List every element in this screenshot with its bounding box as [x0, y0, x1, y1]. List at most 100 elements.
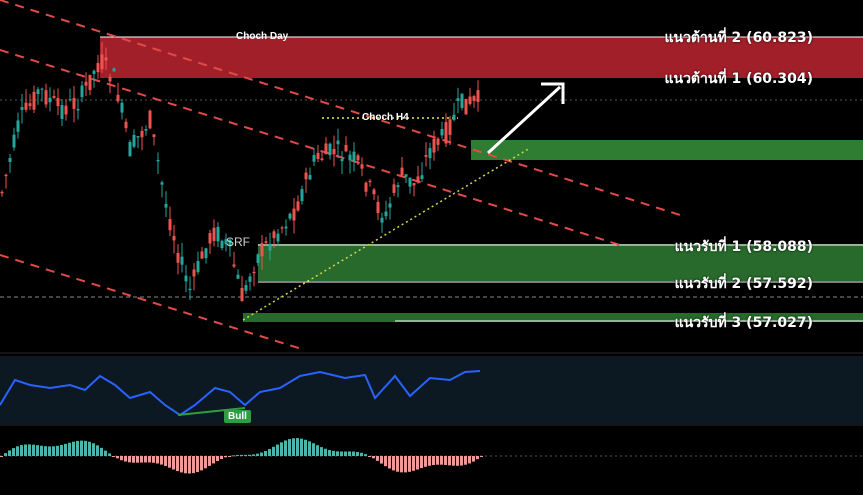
- histogram-bar: [36, 445, 39, 456]
- histogram-bar: [400, 456, 403, 473]
- histogram-bar: [380, 456, 383, 464]
- histogram-bar: [80, 440, 83, 456]
- histogram-bar: [64, 443, 67, 456]
- histogram-bar: [392, 456, 395, 471]
- candle-body: [168, 219, 172, 231]
- histogram-bar: [248, 454, 251, 456]
- histogram-bar: [272, 446, 275, 456]
- candle-body: [444, 122, 448, 144]
- histogram-bar: [260, 452, 263, 456]
- candle-body: [292, 208, 296, 221]
- candle-body: [388, 203, 392, 208]
- histogram-bar: [100, 447, 103, 456]
- histogram-bar: [420, 456, 423, 469]
- candle-body: [396, 185, 400, 188]
- candle-body: [212, 227, 216, 241]
- histogram-bar: [224, 456, 227, 458]
- candle-body: [176, 252, 180, 263]
- candles-group: [0, 41, 480, 302]
- candle-body: [108, 76, 112, 82]
- candle-body: [96, 63, 100, 73]
- candle-body: [224, 239, 228, 245]
- histogram-bar: [472, 456, 475, 462]
- rsi-line: [0, 370, 481, 417]
- histogram-group: [0, 438, 483, 474]
- histogram-bar: [92, 443, 95, 456]
- candle-body: [40, 88, 44, 90]
- histogram-bar: [360, 452, 363, 456]
- histogram-bar: [256, 453, 259, 456]
- candle-body: [216, 226, 220, 242]
- histogram-bar: [216, 456, 219, 462]
- histogram-bar: [304, 439, 307, 456]
- histogram-bar: [344, 451, 347, 456]
- candle-body: [288, 213, 292, 219]
- histogram-bar: [292, 438, 295, 456]
- histogram-bar: [436, 456, 439, 465]
- candle-body: [72, 97, 76, 109]
- candle-body: [472, 96, 476, 101]
- candle-body: [324, 143, 328, 155]
- histogram-bar: [320, 447, 323, 456]
- histogram-bar: [328, 450, 331, 456]
- candle-body: [76, 108, 80, 111]
- candle-body: [448, 119, 452, 135]
- candle-body: [156, 159, 160, 162]
- histogram-bar: [136, 456, 139, 463]
- histogram-bar: [212, 456, 215, 464]
- histogram-bar: [240, 454, 243, 456]
- histogram-bar: [476, 456, 479, 460]
- histogram-bar: [112, 456, 115, 457]
- candle-body: [240, 287, 244, 302]
- histogram-bar: [416, 456, 419, 470]
- histogram-bar: [404, 456, 407, 473]
- histogram-bar: [52, 446, 55, 456]
- histogram-bar: [480, 456, 483, 457]
- histogram-bar: [336, 451, 339, 456]
- candle-body: [136, 136, 140, 138]
- support-label-3: แนวรับที่ 3 (57.027): [674, 315, 813, 331]
- support-label-2: แนวรับที่ 2 (57.592): [674, 276, 813, 292]
- histogram-bar: [4, 453, 7, 456]
- histogram-bar: [408, 456, 411, 472]
- candle-body: [352, 151, 356, 162]
- candle-body: [368, 180, 372, 183]
- candle-body: [112, 68, 116, 72]
- candle-body: [260, 243, 264, 257]
- candle-body: [372, 189, 376, 195]
- histogram-bar: [60, 444, 63, 456]
- histogram-bar: [296, 438, 299, 456]
- histogram-bar: [68, 442, 71, 456]
- projection-arrow: [486, 85, 562, 155]
- candle-body: [440, 128, 444, 136]
- candle-body: [244, 285, 248, 291]
- histogram-bar: [468, 456, 471, 464]
- candle-body: [312, 154, 316, 162]
- candle-body: [380, 217, 384, 223]
- histogram-bar: [368, 456, 371, 457]
- candle-body: [328, 143, 332, 156]
- candle-body: [32, 91, 36, 110]
- histogram-bar: [424, 456, 427, 467]
- histogram-bar: [0, 456, 3, 457]
- histogram-bar: [376, 456, 379, 461]
- srf-label: SRF: [226, 235, 250, 249]
- candle-body: [356, 155, 360, 161]
- histogram-bar: [236, 454, 239, 456]
- candle-body: [400, 167, 404, 176]
- histogram-bar: [188, 456, 191, 474]
- histogram-bar: [132, 456, 135, 463]
- trend-line-lower: [0, 254, 306, 351]
- candle-body: [92, 70, 96, 74]
- histogram-bar: [164, 456, 167, 467]
- histogram-bar: [288, 439, 291, 456]
- candle-body: [468, 96, 472, 104]
- candle-body: [48, 97, 52, 103]
- candle-body: [428, 148, 432, 159]
- candle-body: [140, 130, 144, 138]
- histogram-bar: [196, 456, 199, 473]
- histogram-bar: [412, 456, 415, 471]
- histogram-bar: [96, 445, 99, 456]
- candle-body: [172, 235, 176, 241]
